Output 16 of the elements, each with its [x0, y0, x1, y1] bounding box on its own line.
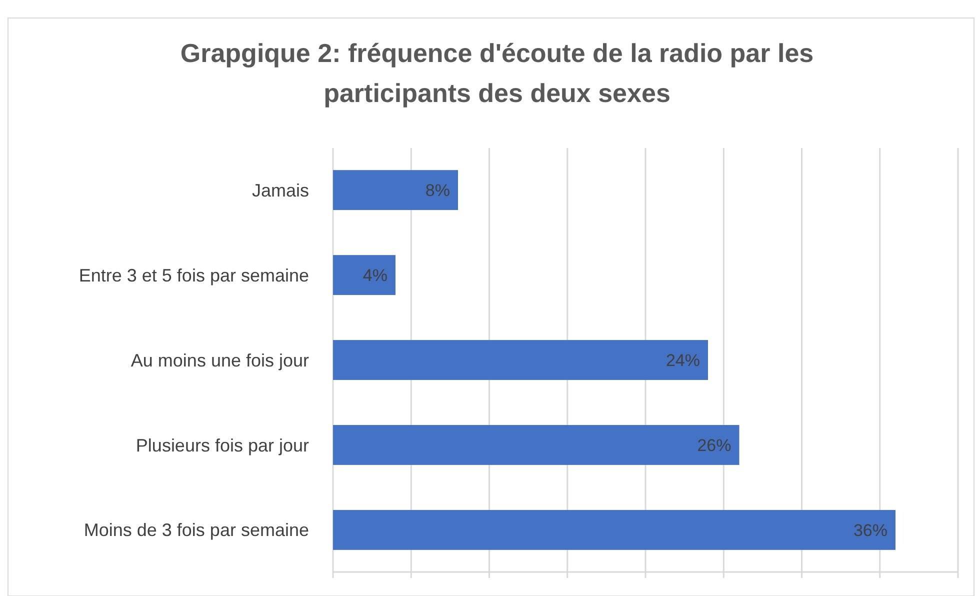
y-tick-label: Jamais	[252, 180, 309, 200]
bar	[333, 170, 458, 210]
data-label: 4%	[362, 266, 388, 285]
y-tick-label: Moins de 3 fois par semaine	[84, 520, 309, 540]
bar	[333, 255, 396, 295]
chart-title: Grapgique 2: fréquence d'écoute de la radio par les participants des deux sexes	[180, 38, 814, 108]
bar	[333, 425, 740, 465]
bar	[333, 510, 896, 550]
y-tick-label: Entre 3 et 5 fois par semaine	[78, 265, 309, 286]
y-tick-label: Plusieurs fois par jour	[136, 435, 309, 456]
y-tick-label: Au moins une fois jour	[130, 350, 310, 370]
data-label: 26%	[697, 436, 732, 455]
data-label: 8%	[425, 181, 450, 200]
data-label: 24%	[666, 350, 700, 370]
data-label: 36%	[853, 520, 888, 540]
bar	[333, 340, 708, 380]
